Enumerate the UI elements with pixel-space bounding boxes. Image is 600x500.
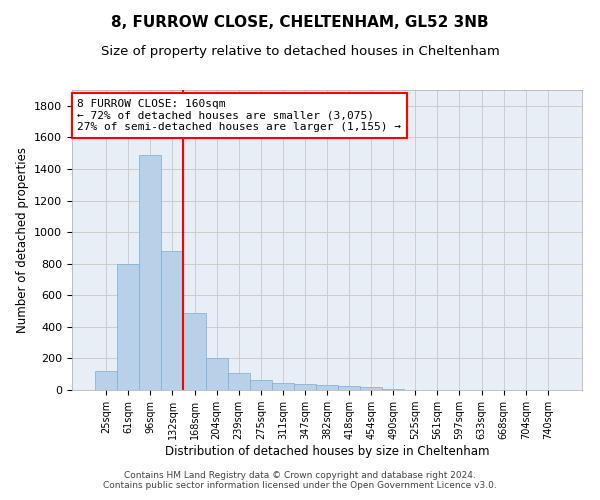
Bar xyxy=(227,374,250,390)
Bar xyxy=(139,154,161,390)
Bar xyxy=(95,371,117,390)
Bar xyxy=(184,312,206,390)
X-axis label: Distribution of detached houses by size in Cheltenham: Distribution of detached houses by size … xyxy=(165,445,489,458)
Bar xyxy=(294,384,316,390)
Bar xyxy=(206,358,227,390)
Y-axis label: Number of detached properties: Number of detached properties xyxy=(16,147,29,333)
Bar xyxy=(117,264,139,390)
Bar xyxy=(382,389,404,390)
Bar xyxy=(338,386,360,390)
Bar xyxy=(316,386,338,390)
Bar xyxy=(272,383,294,390)
Text: 8 FURROW CLOSE: 160sqm
← 72% of detached houses are smaller (3,075)
27% of semi-: 8 FURROW CLOSE: 160sqm ← 72% of detached… xyxy=(77,99,401,132)
Bar xyxy=(161,251,184,390)
Text: Contains HM Land Registry data © Crown copyright and database right 2024.
Contai: Contains HM Land Registry data © Crown c… xyxy=(103,470,497,490)
Text: 8, FURROW CLOSE, CHELTENHAM, GL52 3NB: 8, FURROW CLOSE, CHELTENHAM, GL52 3NB xyxy=(111,15,489,30)
Bar xyxy=(360,387,382,390)
Text: Size of property relative to detached houses in Cheltenham: Size of property relative to detached ho… xyxy=(101,45,499,58)
Bar xyxy=(250,380,272,390)
